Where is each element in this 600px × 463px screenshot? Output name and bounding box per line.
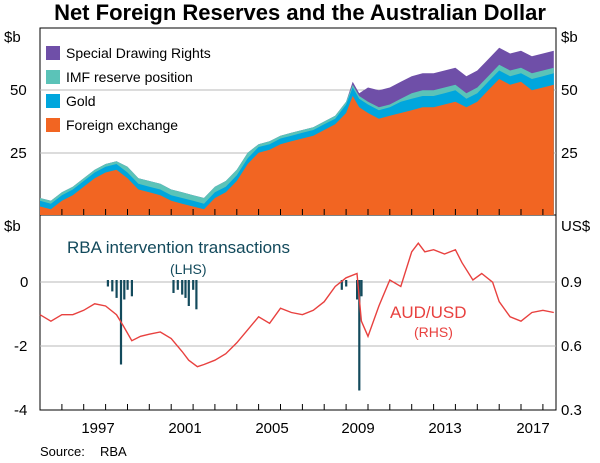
x-tick-2013: 2013 xyxy=(428,420,461,437)
bars-sublabel: (LHS) xyxy=(170,261,207,277)
legend-label-fx: Foreign exchange xyxy=(66,117,178,133)
source-value: RBA xyxy=(100,444,127,459)
legend-swatch-sdr xyxy=(46,46,60,60)
x-tick-1997: 1997 xyxy=(81,420,114,437)
bottom-right-tick-0.6: 0.6 xyxy=(561,338,582,355)
chart-title: Net Foreign Reserves and the Australian … xyxy=(54,0,546,25)
intervention-bar xyxy=(176,280,179,290)
intervention-bar xyxy=(130,280,133,297)
bottom-right-tick-0.9: 0.9 xyxy=(561,274,582,291)
top-right-unit: $b xyxy=(561,29,578,46)
bars-label: RBA intervention transactions xyxy=(67,238,290,257)
intervention-bar xyxy=(360,280,363,297)
top-left-unit: $b xyxy=(4,29,21,46)
intervention-bar xyxy=(115,280,118,298)
bottom-left-tick-minus2: -2 xyxy=(14,338,27,355)
legend-label-imf: IMF reserve position xyxy=(66,69,193,85)
area-foreign-exchange xyxy=(40,79,554,215)
intervention-bar xyxy=(195,280,198,310)
intervention-bar xyxy=(184,280,187,298)
top-left-tick-50: 50 xyxy=(10,82,27,99)
top-area-series xyxy=(40,47,554,215)
intervention-bar xyxy=(181,280,184,295)
bottom-left-tick-0: 0 xyxy=(20,274,28,291)
x-tick-2009: 2009 xyxy=(341,420,374,437)
legend-label-gold: Gold xyxy=(66,93,96,109)
x-tick-2017: 2017 xyxy=(516,420,549,437)
intervention-bar xyxy=(123,280,126,300)
x-tick-marks xyxy=(61,209,544,410)
intervention-bar xyxy=(340,280,343,290)
legend-label-sdr: Special Drawing Rights xyxy=(66,45,211,61)
intervention-bar xyxy=(356,280,359,300)
aud-usd-label: AUD/USD xyxy=(390,303,467,322)
legend: Special Drawing Rights IMF reserve posit… xyxy=(46,45,211,133)
bottom-right-tick-0.3: 0.3 xyxy=(561,402,582,419)
legend-swatch-imf xyxy=(46,70,60,84)
intervention-bar xyxy=(345,280,348,287)
x-tick-2001: 2001 xyxy=(168,420,201,437)
legend-swatch-gold xyxy=(46,94,60,108)
source-label: Source: xyxy=(40,444,85,459)
x-tick-2005: 2005 xyxy=(255,420,288,437)
bottom-left-unit: $b xyxy=(4,218,21,235)
intervention-bar xyxy=(172,280,175,293)
top-left-tick-25: 25 xyxy=(10,145,27,162)
intervention-bar xyxy=(187,280,190,306)
intervention-bar xyxy=(106,280,109,287)
plot-frame xyxy=(39,27,557,411)
legend-swatch-fx xyxy=(46,118,60,132)
top-right-tick-50: 50 xyxy=(561,82,578,99)
intervention-bar xyxy=(192,280,195,290)
intervention-bar xyxy=(358,280,361,391)
intervention-bar xyxy=(126,280,129,290)
bottom-left-tick-minus4: -4 xyxy=(14,402,27,419)
intervention-bar xyxy=(111,280,114,292)
aud-usd-sublabel: (RHS) xyxy=(414,324,453,340)
top-right-tick-25: 25 xyxy=(561,145,578,162)
aud-usd-line xyxy=(39,242,554,368)
bottom-right-unit: US$ xyxy=(561,218,591,235)
